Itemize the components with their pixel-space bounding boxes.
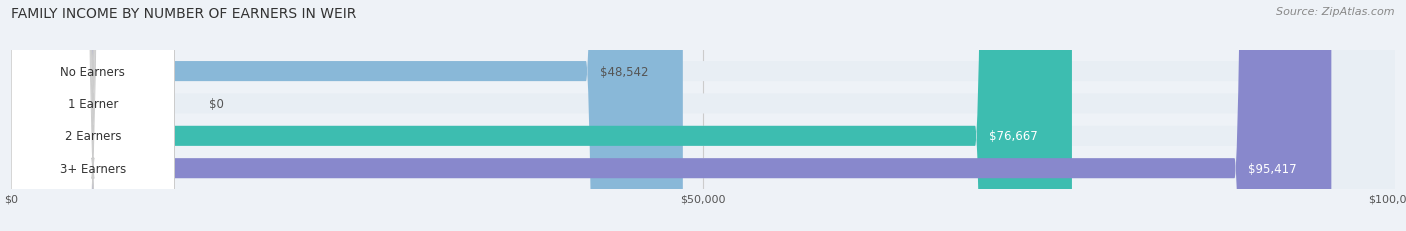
- FancyBboxPatch shape: [11, 0, 1395, 231]
- FancyBboxPatch shape: [11, 0, 174, 231]
- Text: 2 Earners: 2 Earners: [65, 130, 121, 143]
- FancyBboxPatch shape: [11, 0, 174, 231]
- Text: 1 Earner: 1 Earner: [67, 97, 118, 110]
- Text: No Earners: No Earners: [60, 65, 125, 78]
- FancyBboxPatch shape: [11, 0, 683, 231]
- Text: $48,542: $48,542: [600, 65, 648, 78]
- FancyBboxPatch shape: [11, 0, 1331, 231]
- FancyBboxPatch shape: [11, 0, 174, 231]
- FancyBboxPatch shape: [11, 0, 1071, 231]
- FancyBboxPatch shape: [11, 0, 1395, 231]
- Text: $76,667: $76,667: [988, 130, 1038, 143]
- Text: $0: $0: [209, 97, 224, 110]
- Text: Source: ZipAtlas.com: Source: ZipAtlas.com: [1277, 7, 1395, 17]
- FancyBboxPatch shape: [11, 0, 1395, 231]
- FancyBboxPatch shape: [11, 0, 174, 231]
- Text: FAMILY INCOME BY NUMBER OF EARNERS IN WEIR: FAMILY INCOME BY NUMBER OF EARNERS IN WE…: [11, 7, 357, 21]
- FancyBboxPatch shape: [11, 0, 1395, 231]
- Text: 3+ Earners: 3+ Earners: [59, 162, 127, 175]
- Text: $95,417: $95,417: [1249, 162, 1296, 175]
